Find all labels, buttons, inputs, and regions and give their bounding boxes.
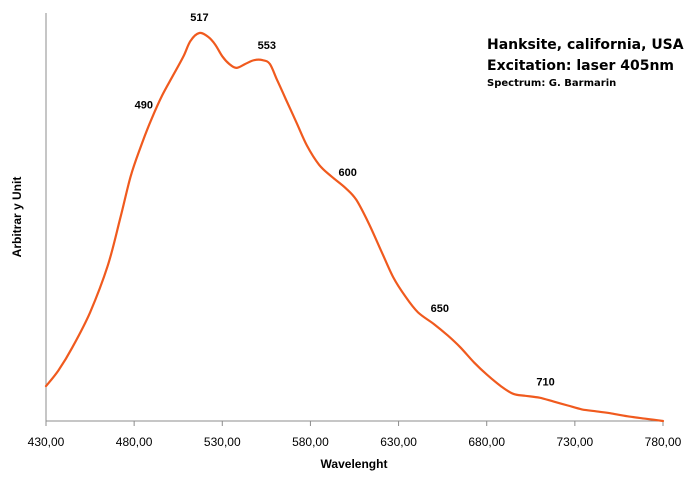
- axes: [45, 13, 663, 422]
- y-axis-title: Arbitrar y Unit: [10, 177, 24, 258]
- x-tick-label-1: 480,00: [116, 435, 153, 449]
- x-tick-label-5: 680,00: [468, 435, 505, 449]
- x-ticks: [45, 421, 664, 426]
- chart-title-line-2: Excitation: laser 405nm: [487, 58, 674, 74]
- x-tick-label-2: 530,00: [204, 435, 241, 449]
- x-tick-label-3: 580,00: [292, 435, 329, 449]
- spectrum-line: [44, 31, 665, 423]
- x-tick-label-0: 430,00: [28, 435, 65, 449]
- peak-label-553: 553: [258, 40, 276, 52]
- chart-title-line-1: Hanksite, california, USA: [487, 37, 684, 53]
- peak-label-650: 650: [431, 303, 449, 315]
- x-tick-labels: 430,00 480,00 530,00 580,00 630,00 680,00 730,…: [28, 435, 682, 449]
- x-axis-title: Wavelenght: [321, 457, 388, 471]
- x-tick-label-7: 780,00: [645, 435, 682, 449]
- x-tick-label-6: 730,00: [557, 435, 594, 449]
- peak-label-490: 490: [135, 99, 153, 111]
- x-tick-label-4: 630,00: [380, 435, 417, 449]
- peak-label-517: 517: [190, 12, 208, 24]
- peak-label-600: 600: [339, 167, 357, 179]
- peak-label-710: 710: [536, 377, 554, 389]
- peak-labels: 517 553 490 600 650 710: [135, 12, 555, 389]
- chart-subtitle: Spectrum: G. Barmarin: [487, 78, 616, 89]
